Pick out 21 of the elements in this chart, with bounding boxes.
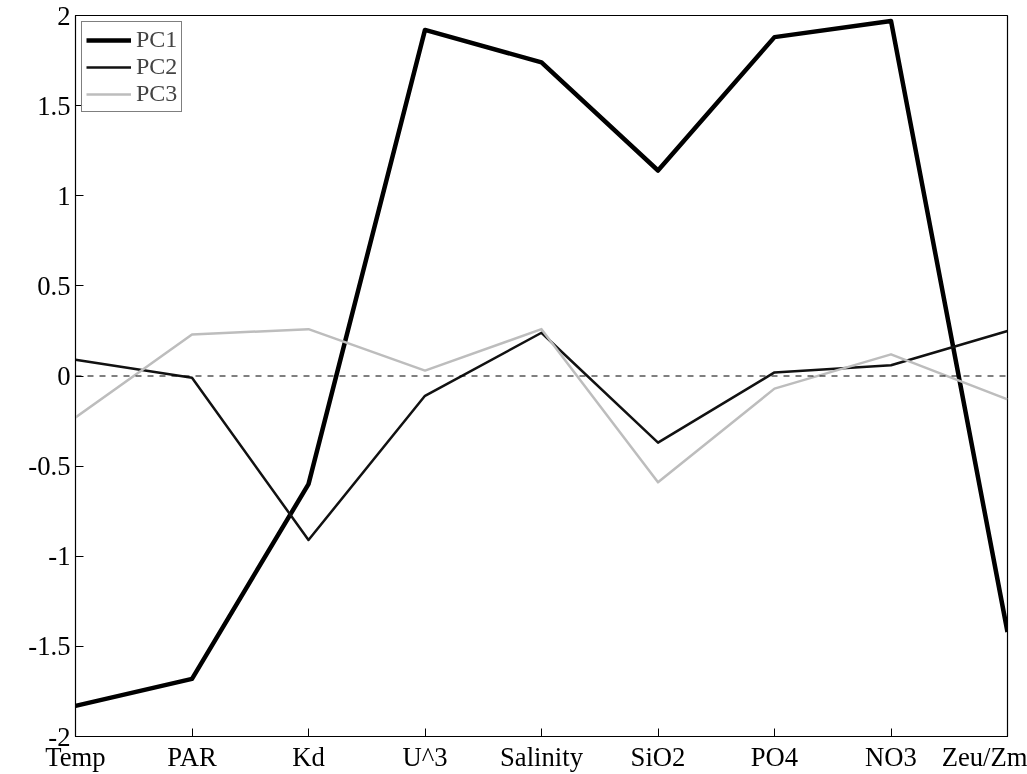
y-tick-label: 0.5 (37, 270, 71, 301)
x-tick-label: PO4 (750, 741, 799, 772)
x-tick-label: NO3 (865, 741, 917, 772)
line-series (75, 327, 1008, 484)
y-tick-label: 1.5 (37, 90, 71, 121)
x-tick-label: PAR (167, 741, 217, 772)
y-tick-label: 1 (57, 180, 71, 211)
x-tick-label: U^3 (402, 741, 448, 772)
y-tick-label: -1 (48, 541, 71, 572)
y-tick-label: 2 (57, 0, 71, 31)
y-tick-label: 0 (57, 361, 71, 391)
legend-label: PC1 (136, 26, 178, 53)
legend-label: PC3 (136, 80, 178, 107)
x-tick-label: Zeu/Zm (941, 741, 1027, 772)
x-tick-label: Kd (292, 741, 325, 772)
x-tick-label: SiO2 (630, 741, 686, 772)
line-series (75, 329, 1008, 542)
legend-label: PC2 (136, 53, 178, 80)
y-tick-label: -1.5 (28, 631, 71, 662)
x-tick-label: Salinity (500, 741, 584, 772)
y-tick-label: -0.5 (28, 451, 71, 482)
